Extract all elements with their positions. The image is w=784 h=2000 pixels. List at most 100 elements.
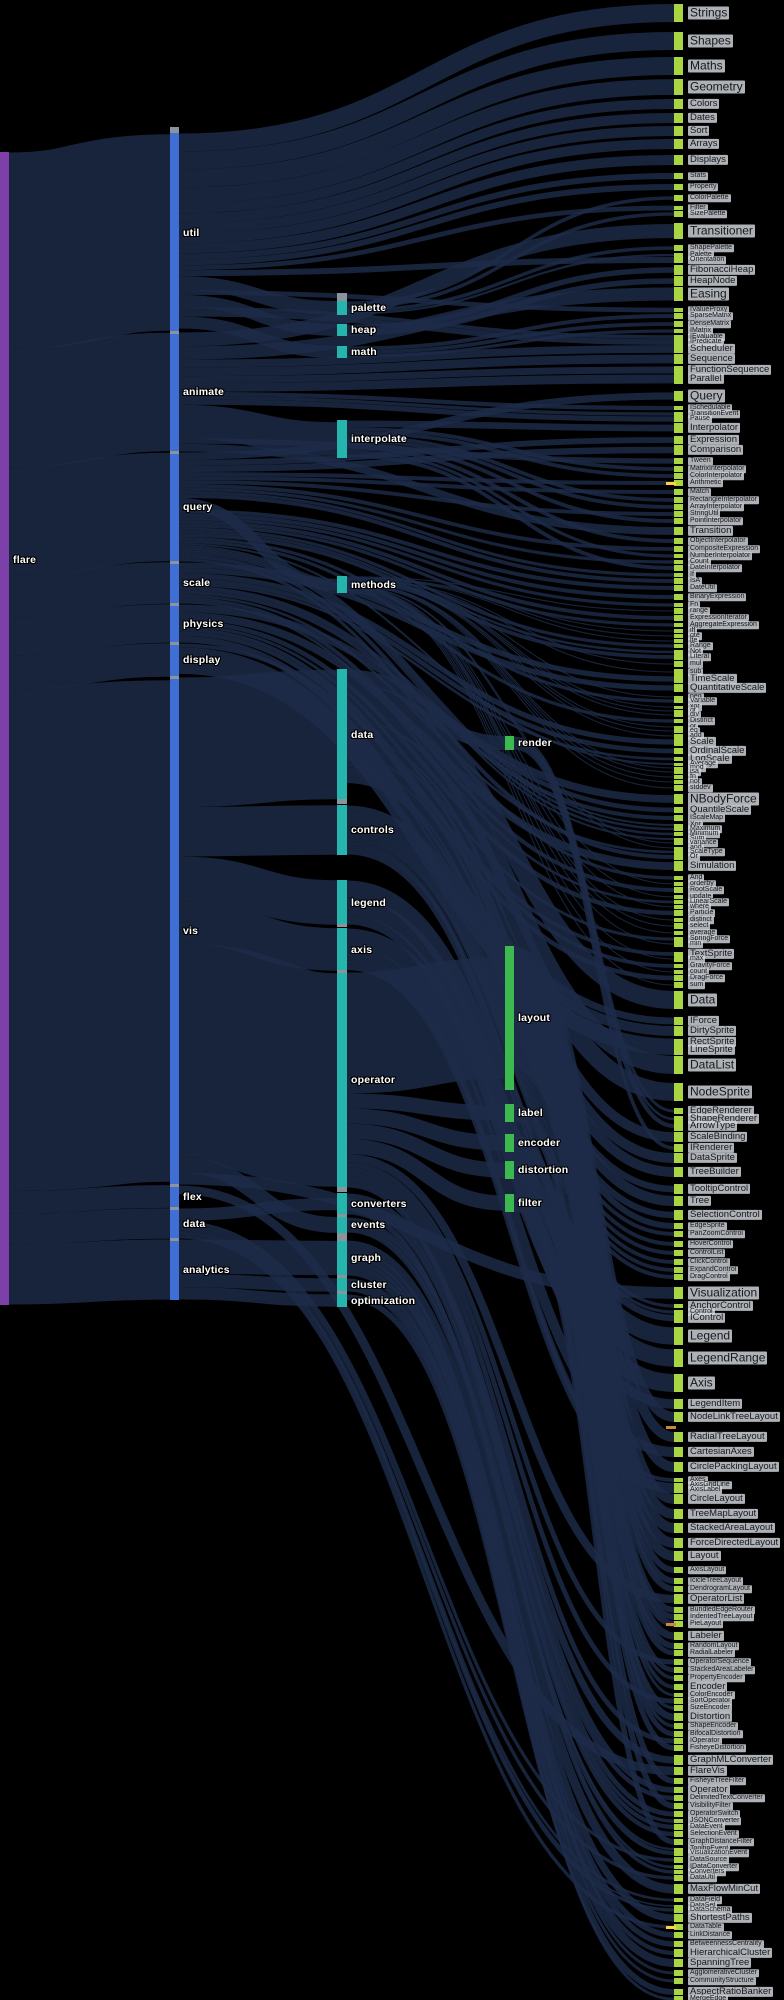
sankey-node-query[interactable] xyxy=(170,452,179,562)
sankey-node-AxisLayout[interactable] xyxy=(674,1567,683,1573)
sankey-node-NodeLinkTreeLayout[interactable] xyxy=(674,1412,683,1422)
sankey-link-ColorInterpolator[interactable] xyxy=(346,430,675,478)
sankey-node-operator[interactable] xyxy=(337,972,347,1188)
sankey-node-ForceDirectedLayout[interactable] xyxy=(674,1538,683,1548)
sankey-node-NumberInterpolator[interactable] xyxy=(674,553,683,559)
sankey-node-distortion[interactable] xyxy=(505,1161,514,1179)
sankey-node-flare[interactable] xyxy=(0,152,9,1305)
sankey-node-physics[interactable] xyxy=(170,604,179,643)
sankey-node-Distinct[interactable] xyxy=(674,718,683,724)
sankey-node-Minimum[interactable] xyxy=(674,832,683,836)
sankey-link-iff[interactable] xyxy=(346,576,675,632)
sankey-node-TooltipEvent[interactable] xyxy=(674,1847,683,1851)
sankey-link-FibonacciHeap[interactable] xyxy=(346,267,675,330)
sankey-link-FisheyeDistortion[interactable] xyxy=(513,1173,675,1751)
sankey-link-IOperator[interactable] xyxy=(346,1172,675,1744)
sankey-link-Maximum[interactable] xyxy=(178,547,675,831)
sankey-link-Arithmetic[interactable] xyxy=(178,472,675,485)
sankey-node-DataField[interactable] xyxy=(674,1897,683,1903)
sankey-node-CartesianAxes[interactable] xyxy=(674,1447,683,1457)
sankey-link-MaxFlowMinCut[interactable] xyxy=(346,1240,675,1894)
sankey-node-graph3[interactable] xyxy=(337,1240,347,1276)
sankey-node-HierarchicalCluster[interactable] xyxy=(674,1948,683,1958)
sankey-link-xor[interactable] xyxy=(346,579,675,708)
sankey-node-not[interactable] xyxy=(674,779,683,785)
sankey-node-Literal[interactable] xyxy=(674,654,683,660)
sankey-link-animate[interactable] xyxy=(8,332,171,468)
sankey-node-Fn[interactable] xyxy=(674,602,683,608)
sankey-link-HeapNode[interactable] xyxy=(346,278,675,336)
sankey-node-IEvaluable[interactable] xyxy=(674,335,683,339)
sankey-node-MatrixInterpolator[interactable] xyxy=(674,466,683,472)
sankey-node-QuantitativeScale[interactable] xyxy=(674,684,683,692)
sankey-node-or[interactable] xyxy=(674,725,683,729)
sankey-node-cluster[interactable] xyxy=(337,1278,347,1292)
sankey-link-HierarchicalCluster[interactable] xyxy=(346,1278,675,1956)
sankey-link-Sequence[interactable] xyxy=(178,354,675,377)
sankey-link-events[interactable] xyxy=(178,1157,338,1233)
sankey-node-LinkDistance[interactable] xyxy=(674,1932,683,1938)
sankey-node-QuantileScale[interactable] xyxy=(674,806,683,814)
sankey-node-Xor[interactable] xyxy=(674,823,683,827)
sankey-node-analytics[interactable] xyxy=(170,1239,179,1300)
sankey-node-PropertyEncoder[interactable] xyxy=(674,1675,683,1681)
sankey-node-filter4[interactable] xyxy=(505,1194,514,1212)
sankey-node-layout4[interactable] xyxy=(505,946,514,1090)
sankey-node-IOperator[interactable] xyxy=(674,1738,683,1744)
sankey-node-and[interactable] xyxy=(674,846,683,850)
sankey-node-Average[interactable] xyxy=(674,762,683,766)
sankey-node-DataEvent[interactable] xyxy=(674,1824,683,1830)
sankey-node-ScaleType[interactable] xyxy=(674,850,683,854)
sankey-link-data2[interactable] xyxy=(8,1208,171,1245)
sankey-node-DataSet[interactable] xyxy=(674,1904,683,1908)
sankey-node-Colors[interactable] xyxy=(674,99,683,109)
sankey-node-ClickControl[interactable] xyxy=(674,1259,683,1265)
sankey-node-SortOperator[interactable] xyxy=(674,1698,683,1704)
sankey-node-GraphDistanceFilter[interactable] xyxy=(674,1839,683,1845)
sankey-node-ShortestPaths[interactable] xyxy=(674,1914,683,1922)
sankey-node-IsA[interactable] xyxy=(674,578,683,584)
sankey-node-Maths[interactable] xyxy=(674,57,683,75)
sankey-link-analytics[interactable] xyxy=(8,1239,171,1305)
sankey-node-RadialTreeLayout[interactable] xyxy=(674,1432,683,1442)
sankey-node-div[interactable] xyxy=(674,712,683,718)
sankey-link-IsA[interactable] xyxy=(178,494,675,583)
sankey-node-SelectionControl[interactable] xyxy=(674,1210,683,1220)
sankey-node-stddev[interactable] xyxy=(674,785,683,791)
sankey-node-ISchedulable[interactable] xyxy=(674,405,683,411)
sankey-link-interpolate[interactable] xyxy=(178,404,338,456)
sankey-link-physics[interactable] xyxy=(8,604,171,656)
sankey-node-RadialLabeler[interactable] xyxy=(674,1650,683,1656)
sankey-link-Colors[interactable] xyxy=(178,99,675,214)
sankey-node-ArrayInterpolator[interactable] xyxy=(674,504,683,510)
sankey-link-Parallel[interactable] xyxy=(178,374,675,392)
sankey-node-DragForce[interactable] xyxy=(674,975,683,981)
sankey-node-DateInterpolator[interactable] xyxy=(674,565,683,571)
sankey-node-data3[interactable] xyxy=(337,669,347,800)
sankey-link-Fn[interactable] xyxy=(178,517,675,607)
sankey-node-ControlList[interactable] xyxy=(674,1250,683,1256)
sankey-node-Easing[interactable] xyxy=(674,286,683,302)
sankey-node-Comparison[interactable] xyxy=(674,445,683,455)
sankey-node-Arithmetic[interactable] xyxy=(674,480,683,486)
sankey-node-IDataConverter[interactable] xyxy=(674,1865,683,1869)
sankey-link-IForce[interactable] xyxy=(178,635,675,1025)
sankey-link-NBodyForce[interactable] xyxy=(178,604,675,803)
sankey-node-AgglomerativeCluster[interactable] xyxy=(674,1970,683,1976)
sankey-node-converters3[interactable] xyxy=(337,1193,347,1215)
sankey-link-MatrixInterpolator[interactable] xyxy=(346,427,675,471)
sankey-node-IPredicate[interactable] xyxy=(674,339,683,345)
sankey-link-Simulation[interactable] xyxy=(178,612,675,870)
sankey-link-sub[interactable] xyxy=(346,579,675,673)
sankey-node-AggregateExpression[interactable] xyxy=(674,622,683,628)
sankey-node-SparseMatrix[interactable] xyxy=(674,313,683,319)
sankey-link-legend3[interactable] xyxy=(178,856,338,925)
sankey-node-min[interactable] xyxy=(674,941,683,947)
sankey-node-GraphMLConverter[interactable] xyxy=(674,1755,683,1765)
sankey-node-Property[interactable] xyxy=(674,184,683,190)
sankey-node-DragControl[interactable] xyxy=(674,1274,683,1280)
sankey-node-ScaleBinding[interactable] xyxy=(674,1132,683,1142)
sankey-node-flex[interactable] xyxy=(170,1185,179,1208)
sankey-node-EdgeSprite[interactable] xyxy=(674,1223,683,1229)
sankey-node-StringUtil[interactable] xyxy=(674,511,683,517)
